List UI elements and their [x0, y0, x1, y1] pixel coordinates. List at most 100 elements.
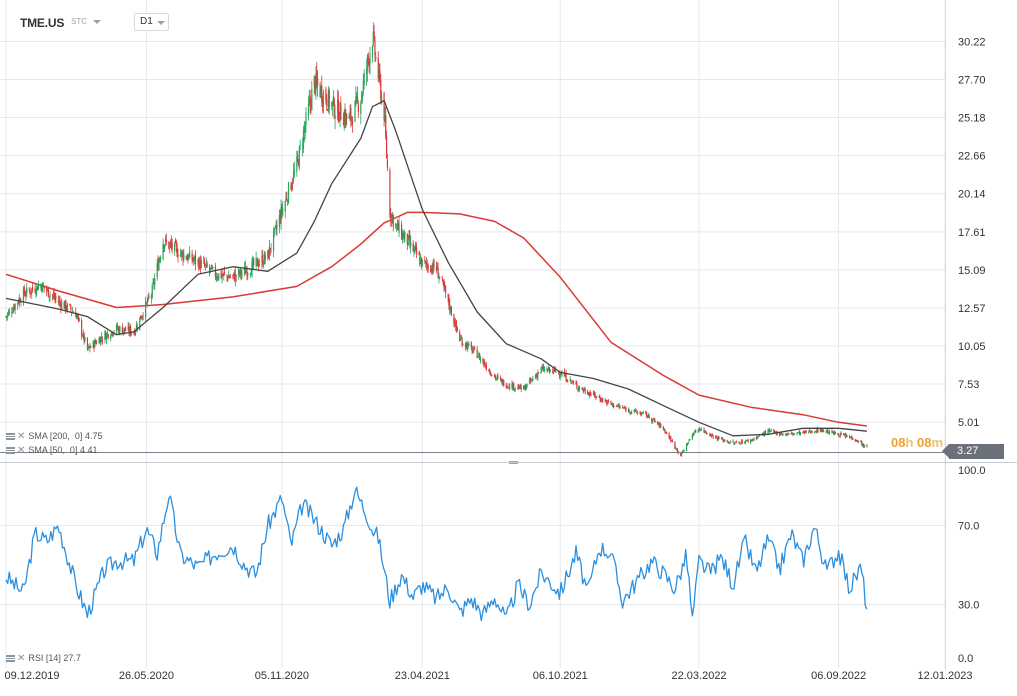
candle-body: [100, 336, 103, 339]
candle-body: [553, 369, 555, 372]
candle-body: [734, 442, 736, 445]
close-icon[interactable]: ✕: [17, 430, 26, 442]
candle-body: [112, 334, 114, 336]
sma200-legend: ✕ SMA [200, 0] 4.75: [6, 431, 102, 441]
candle-body: [168, 241, 170, 249]
chevron-down-icon[interactable]: [93, 20, 101, 24]
candle-body: [435, 266, 438, 271]
candle-body: [595, 397, 597, 398]
candle-body: [115, 324, 118, 332]
countdown-minutes: 08: [917, 435, 932, 450]
candle-body: [66, 308, 68, 310]
candle-body: [315, 73, 317, 92]
close-icon[interactable]: ✕: [17, 652, 26, 664]
candle-body: [425, 261, 427, 263]
menu-icon[interactable]: [6, 432, 15, 440]
candle-body: [596, 395, 598, 397]
candle-body: [257, 257, 259, 267]
candle-body: [49, 294, 51, 297]
candle-body: [808, 430, 811, 432]
candle-body: [477, 356, 479, 359]
candle-body: [506, 386, 508, 388]
sma50-label: SMA [50, 0]: [28, 445, 78, 455]
price-tick-label: 10.05: [958, 341, 986, 353]
candle-body: [482, 358, 484, 363]
candle-body: [12, 311, 14, 313]
candle-body: [310, 100, 312, 108]
sma200-layer: [5, 211, 867, 427]
candle-body: [286, 198, 288, 200]
timeframe-select[interactable]: D1: [134, 13, 169, 31]
pane-resize-handle[interactable]: [509, 461, 518, 464]
candle-body: [157, 261, 159, 270]
candle-body: [716, 437, 718, 440]
candle-body: [403, 234, 405, 240]
candle-body: [218, 273, 220, 280]
candle-body: [270, 248, 272, 250]
symbol-label[interactable]: TME.US: [20, 16, 65, 30]
candle-body: [165, 239, 167, 242]
close-icon[interactable]: ✕: [17, 444, 26, 456]
candle-body: [834, 431, 836, 435]
candle-body: [444, 285, 446, 288]
candle-body: [461, 339, 463, 346]
candle-body: [296, 157, 298, 172]
candle-body: [76, 315, 78, 319]
candle-body: [546, 369, 548, 370]
candle-body: [641, 413, 643, 415]
candle-body: [785, 433, 787, 435]
candle-body: [474, 347, 476, 349]
candle-body: [838, 434, 840, 437]
menu-icon[interactable]: [6, 446, 15, 454]
candle-body: [29, 290, 31, 294]
chart-type-label[interactable]: STC: [71, 17, 87, 26]
candle-body: [779, 434, 782, 436]
candle-body: [630, 412, 632, 414]
candle-body: [442, 280, 444, 283]
candle-body: [857, 441, 859, 442]
candle-body: [466, 344, 468, 350]
candle-body: [363, 73, 365, 85]
menu-icon[interactable]: [6, 654, 15, 662]
candle-body: [557, 371, 560, 373]
candle-body: [839, 433, 841, 437]
candle-body: [723, 440, 725, 441]
candle-body: [728, 441, 730, 444]
candle-body: [744, 442, 746, 444]
candle-body: [379, 70, 381, 80]
candle-body: [152, 282, 154, 284]
candle-body: [104, 332, 106, 340]
candle-body: [380, 79, 382, 100]
candle-body: [819, 429, 821, 433]
candle-body: [327, 90, 330, 111]
candle-body: [372, 32, 374, 45]
candle-body: [683, 450, 685, 452]
candle-body: [793, 433, 795, 435]
candle-body: [848, 436, 851, 438]
candle-body: [328, 90, 330, 108]
candle-body: [604, 400, 606, 402]
candle-body: [100, 337, 102, 345]
candle-body: [821, 428, 823, 432]
candle-body: [513, 388, 516, 390]
candle-body: [612, 403, 615, 407]
candle-body: [553, 368, 556, 370]
candle-body: [362, 80, 364, 93]
candle-body: [758, 435, 760, 437]
candle-body: [278, 215, 280, 228]
candle-body: [156, 263, 158, 277]
candle-body: [77, 314, 79, 318]
candle-body: [46, 288, 49, 291]
candle-body: [611, 404, 613, 406]
candle-body: [613, 406, 615, 407]
candle-body: [757, 436, 759, 438]
candle-body: [282, 208, 284, 215]
candle-body: [489, 372, 492, 375]
candle-body: [583, 389, 585, 391]
candle-body: [430, 266, 433, 272]
candle-body: [146, 301, 148, 303]
candle-body: [395, 224, 398, 227]
candle-body: [653, 418, 655, 421]
candle-body: [813, 431, 816, 433]
